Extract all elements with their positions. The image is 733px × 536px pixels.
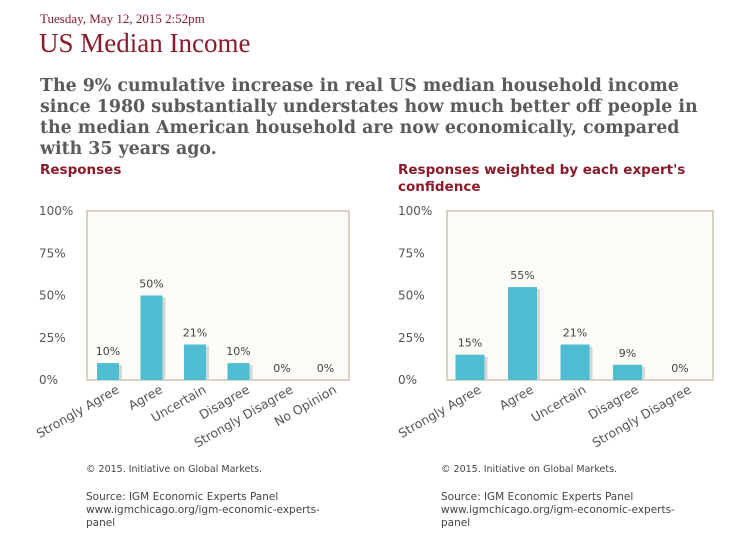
page-title: US Median Income <box>39 28 251 58</box>
value-label: 10% <box>96 345 120 358</box>
chart-title-weighted: Responses weighted by each expert's conf… <box>398 162 686 195</box>
chart-title-responses: Responses <box>40 162 122 178</box>
source-text: Source: IGM Economic Experts Panel www.i… <box>441 491 701 530</box>
y-tick-label: 0% <box>398 373 417 387</box>
value-label: 0% <box>671 362 688 375</box>
copyright-text: © 2015. Initiative on Global Markets. <box>441 464 618 475</box>
value-label: 10% <box>226 345 250 358</box>
value-label: 15% <box>458 337 482 350</box>
timestamp: Tuesday, May 12, 2015 2:52pm <box>40 11 205 26</box>
value-label: 55% <box>510 269 534 282</box>
value-label: 0% <box>273 362 290 375</box>
source-line: Source: IGM Economic Experts Panel <box>86 491 279 503</box>
value-label: 21% <box>183 327 207 340</box>
survey-statement: The 9% cumulative increase in real US me… <box>40 76 698 159</box>
y-tick-label: 75% <box>39 246 66 260</box>
bar <box>184 344 206 380</box>
bar <box>613 364 642 380</box>
value-label: 9% <box>619 347 636 360</box>
value-label: 0% <box>317 362 334 375</box>
y-tick-label: 25% <box>398 331 425 345</box>
weighted-responses-chart: 0% 25% 50% 75% 100% 15% Strongly Agree 55% Agree… <box>396 204 714 450</box>
y-tick-label: 25% <box>39 331 66 345</box>
bar <box>560 344 590 380</box>
y-tick-label: 50% <box>398 289 425 303</box>
category-label: Agree <box>497 381 537 413</box>
category-label: Strongly Agree <box>34 381 122 441</box>
y-tick-label: 100% <box>398 204 432 218</box>
y-tick-label: 75% <box>398 246 425 260</box>
footer-left: © 2015. Initiative on Global Markets. So… <box>86 464 346 530</box>
value-label: 21% <box>563 327 587 340</box>
plot-area <box>86 210 350 381</box>
y-tick-label: 0% <box>39 373 58 387</box>
bar <box>455 354 485 380</box>
copyright-text: © 2015. Initiative on Global Markets. <box>86 464 263 475</box>
y-tick-label: 100% <box>39 204 73 218</box>
source-link[interactable]: www.igmchicago.org/igm-economic-experts- <box>441 504 675 516</box>
y-tick-label: 50% <box>39 289 66 303</box>
bar <box>508 287 537 380</box>
bar <box>97 363 119 380</box>
source-link-cont[interactable]: panel <box>86 517 116 529</box>
source-link-cont[interactable]: panel <box>441 517 471 529</box>
responses-chart: 0%25%50%75%100%10%Strongly Agree50%Agree… <box>34 204 350 450</box>
footer-right: © 2015. Initiative on Global Markets. So… <box>441 464 701 530</box>
bar <box>227 363 250 380</box>
source-link[interactable]: www.igmchicago.org/igm-economic-experts- <box>86 504 320 516</box>
category-label: Strongly Disagree <box>589 381 693 450</box>
source-line: Source: IGM Economic Experts Panel <box>441 491 634 503</box>
category-label: Strongly Agree <box>396 381 484 441</box>
bar <box>140 295 163 380</box>
source-text: Source: IGM Economic Experts Panel www.i… <box>86 491 346 530</box>
category-label: Uncertain <box>528 382 588 425</box>
value-label: 50% <box>139 278 163 291</box>
